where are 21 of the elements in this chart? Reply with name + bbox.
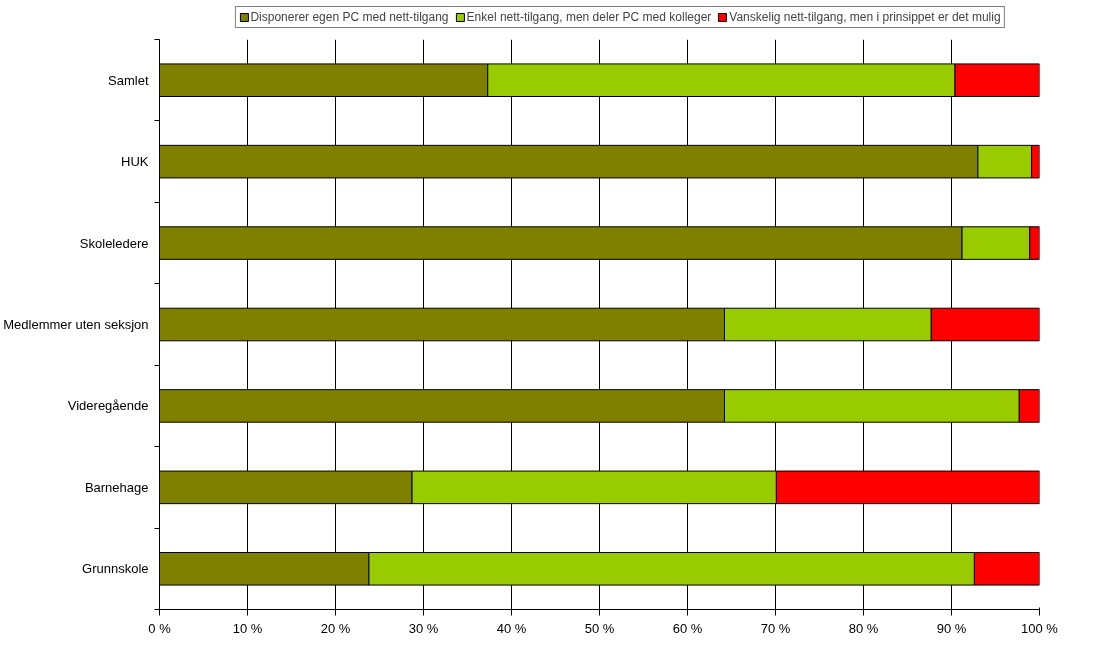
legend-label: Vanskelig nett-tilgang, men i prinsippet er det mulig: [729, 10, 1001, 24]
legend-label: Disponerer egen PC med nett-tilgang: [250, 10, 449, 24]
x-tick-label: 20 %: [320, 620, 351, 636]
y-tick-label: Samlet: [108, 72, 149, 88]
x-tick-label: 90 %: [936, 620, 967, 636]
legend-label: Enkel nett-tilgang, men deler PC med kolleger: [466, 10, 712, 24]
y-tick-label: Skoleledere: [79, 235, 149, 251]
y-tick-label: Grunnskole: [82, 561, 149, 577]
x-tick-label: 70 %: [760, 620, 791, 636]
y-tick-label: Videregående: [67, 398, 149, 414]
y-tick-label: HUK: [121, 154, 149, 170]
x-tick-label: 30 %: [408, 620, 439, 636]
x-tick-label: 60 %: [672, 620, 703, 636]
x-tick-label: 10 %: [232, 620, 263, 636]
x-tick-label: 40 %: [496, 620, 527, 636]
y-tick-label: Medlemmer uten seksjon: [3, 317, 149, 332]
x-tick-label: 80 %: [848, 620, 879, 636]
x-tick-label: 0 %: [148, 620, 172, 636]
x-tick-label: 100 %: [1021, 620, 1059, 636]
y-tick-label: Barnehage: [84, 479, 149, 495]
x-tick-label: 50 %: [584, 620, 615, 636]
